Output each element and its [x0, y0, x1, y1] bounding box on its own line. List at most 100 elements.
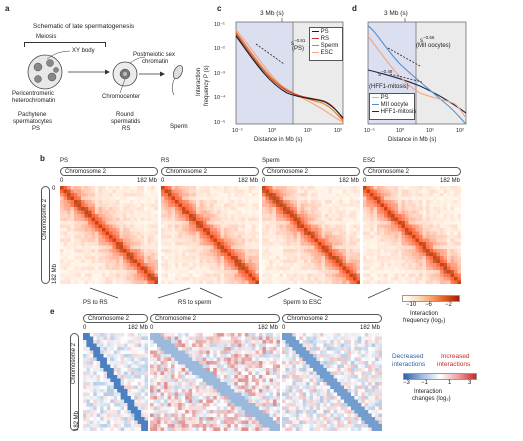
panel-c-legend: PS RS Sperm ESC: [309, 27, 343, 61]
map-b3-chrom: Chromosome 2: [262, 167, 360, 176]
c-ytick-5: 10⁻⁵: [214, 119, 225, 126]
panel-c-plot: 10⁻¹ 10⁻² 10⁻³ 10⁻⁴ 10⁻⁵ 10⁻¹ 10⁰ 10¹ 10…: [214, 18, 344, 134]
legend-rs: RS: [312, 36, 329, 42]
transition-arrows: [90, 287, 391, 299]
legend-d-hff1: HFF1-mitosis: [372, 109, 416, 115]
legend-d-ps-label: PS: [380, 95, 389, 101]
panel-d-legend: PS MII oocyte HFF1-mitosis: [369, 93, 416, 120]
map-b2-end: 182 Mb: [238, 178, 259, 184]
map-b3-end: 182 Mb: [339, 178, 360, 184]
legend-d-mii-label: MII oocyte: [380, 102, 409, 108]
panel-e-side-chrom: Chromosome 2: [71, 342, 77, 384]
heatmap-ps: [60, 186, 158, 284]
map-b4-title: ESC: [363, 158, 376, 164]
c-ytick-2: 10⁻²: [214, 46, 225, 52]
panel-d-top-label: 3 Mb (s): [384, 10, 408, 17]
stage-rs-line2: spermatids: [111, 119, 141, 125]
legend-d-mii: MII oocyte: [372, 102, 408, 108]
stage-ps-line2: spermatocytes: [13, 119, 53, 125]
panel-d-letter: d: [352, 4, 357, 13]
panel-c-shade-short: [236, 22, 293, 124]
map-e2-chrom: Chromosome 2: [150, 314, 280, 323]
stage-rs-line3: RS: [122, 126, 131, 132]
colorbar-changes-label-1: Interaction: [414, 389, 443, 395]
heatmap-ps-to-rs: [83, 333, 148, 431]
panel-d-slope2-exp: −0.49: [381, 69, 393, 74]
c-xtick-1: 10⁻¹: [232, 128, 243, 134]
panel-d-plot: 10⁻¹ 10⁰ 10¹ 10²: [364, 18, 467, 134]
panel-c-slope-exp: −0.81: [294, 38, 306, 43]
panel-c-top-label: 3 Mb (s): [260, 10, 284, 17]
map-b3-start: 0: [262, 178, 266, 184]
colorbar-changes-tick-1: −3: [403, 380, 410, 386]
map-e3-start: 0: [282, 325, 286, 331]
panel-c-letter: c: [217, 4, 222, 13]
panel-d-xlabel: Distance in Mb (s): [388, 137, 437, 143]
panel-b-side-chrom: Chromosome 2: [42, 198, 48, 240]
c-xtick-3: 10¹: [304, 128, 312, 134]
colorbar-frequency-tick-3: −2: [445, 302, 452, 308]
curve-ps: [235, 35, 344, 119]
c-ytick-4: 10⁻⁴: [214, 94, 226, 101]
meiosis-label: Meiosis: [36, 34, 57, 40]
curve-hff1: [367, 69, 467, 114]
xy-body-label: XY body: [72, 48, 95, 54]
legend-esc-label: ESC: [320, 50, 334, 56]
colorbar-changes-tick-3: 1: [448, 380, 452, 386]
map-e1-chrom: Chromosome 2: [83, 314, 148, 323]
d-xtick-3: 10¹: [426, 128, 434, 134]
panel-d-slope2-sub: (HFF1-mitosis): [369, 84, 409, 90]
legend-d-ps: PS: [372, 95, 389, 101]
map-b4-start: 0: [363, 178, 367, 184]
postmeiotic-label-2: chromatin: [142, 59, 169, 65]
colorbar-frequency-tick-2: −6: [425, 302, 432, 308]
stage-rs-line1: Round: [116, 112, 134, 118]
panel-d-slope1-s: s: [420, 38, 423, 44]
c-xtick-4: 10²: [334, 128, 342, 134]
panel-d-slope2-s: s: [378, 72, 381, 78]
panel-d-slope1-sub: (MII oocytes): [416, 43, 451, 49]
panel-c-ylabel-1: Interaction: [196, 67, 202, 96]
legend-esc: ESC: [312, 50, 333, 56]
stage-ps-line1: Pachytene: [18, 112, 47, 118]
heatmap-sperm-to-esc: [282, 333, 382, 431]
d-xtick-2: 10⁰: [396, 127, 405, 134]
panel-e-side-end: 182 Mb: [74, 410, 80, 431]
map-e2-title: RS to sperm: [178, 300, 212, 306]
panel-c-slope-sub: (PS): [292, 46, 304, 52]
decreased-label-2: interactions: [392, 361, 426, 368]
panel-e-letter: e: [50, 307, 55, 316]
increased-label-2: interactions: [437, 361, 471, 368]
colorbar-changes-label-2: changes (log₂): [412, 396, 451, 402]
spermatogenesis-schematic: [27, 50, 184, 96]
panel-b-letter: b: [40, 154, 45, 163]
map-e1-title: PS to RS: [83, 300, 108, 306]
map-b1-title: PS: [60, 158, 69, 164]
panel-d-slope1: s−0.66: [420, 35, 434, 44]
colorbar-frequency: [402, 295, 460, 302]
legend-sperm-label: Sperm: [320, 43, 339, 49]
heatmap-rs: [161, 186, 259, 284]
map-b1-chrom: Chromosome 2: [60, 167, 158, 176]
curve-mii: [367, 25, 467, 125]
map-b3-title: Sperm: [262, 158, 280, 164]
colorbar-frequency-tick-1: −10: [406, 302, 417, 308]
map-e2-start: 0: [150, 325, 154, 331]
map-e2-end: 182 Mb: [258, 325, 279, 331]
panel-c-slope-s: s: [291, 41, 294, 47]
chromocenter-label: Chromocenter: [102, 94, 141, 100]
panel-a-title: Schematic of late spermatogenesis: [33, 23, 135, 30]
legend-sperm: Sperm: [312, 43, 338, 49]
colorbar-changes-tick-4: 3: [468, 380, 472, 386]
legend-d-hff1-label: HFF1-mitosis: [380, 109, 417, 115]
d-xtick-1: 10⁻¹: [364, 128, 375, 134]
panel-c-ylabel-2: frequency P (s): [204, 65, 210, 106]
pericentromeric-label-1: Pericentromeric: [12, 91, 55, 97]
map-b2-chrom: Chromosome 2: [161, 167, 259, 176]
pericentromeric-label-2: heterochromatin: [12, 98, 56, 104]
panel-d-slope1-exp: −0.66: [423, 35, 435, 40]
map-e3-chrom: Chromosome 2: [282, 314, 382, 323]
map-b1-start: 0: [60, 178, 64, 184]
map-e1-end: 182 Mb: [128, 325, 149, 331]
curve-ps-d: [367, 35, 467, 119]
